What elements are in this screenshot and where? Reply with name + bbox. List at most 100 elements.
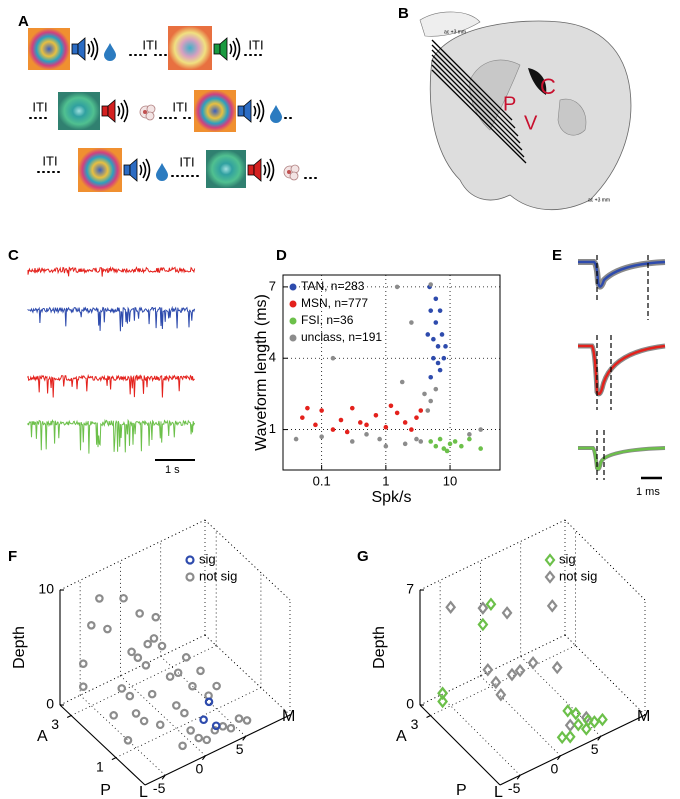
- data-point: [478, 427, 483, 432]
- data-point: [422, 391, 427, 397]
- waveform: [578, 446, 666, 471]
- data-point: [218, 722, 228, 731]
- data-point: [204, 697, 214, 707]
- legend-label: sig: [199, 551, 216, 566]
- data-point: [141, 661, 151, 670]
- scale-label: 1 ms: [636, 486, 660, 498]
- data-point: [349, 439, 355, 444]
- data-point: [428, 439, 434, 444]
- data-point: [485, 597, 497, 611]
- data-point: [437, 308, 443, 313]
- panel-label: A: [18, 13, 29, 30]
- data-point: [459, 443, 464, 449]
- data-point: [467, 436, 472, 442]
- stimulus-image: [194, 90, 236, 132]
- data-point: [409, 427, 414, 432]
- x-tick: [516, 774, 521, 780]
- legend-marker: [289, 300, 297, 308]
- data-point: [490, 675, 502, 690]
- water-drop: [156, 163, 168, 181]
- waveform-band: [578, 343, 666, 397]
- data-point: [188, 681, 197, 691]
- data-point: [437, 694, 449, 709]
- data-point: [151, 612, 161, 622]
- stimulus-image: [206, 150, 246, 188]
- data-point: [564, 718, 576, 733]
- legend-marker: [544, 553, 556, 567]
- data-point: [388, 403, 394, 409]
- data-point: [428, 374, 434, 380]
- data-point: [147, 689, 157, 699]
- data-point: [478, 446, 483, 451]
- data-point: [444, 448, 450, 454]
- data-point: [546, 599, 558, 613]
- stimulus-image: [58, 92, 100, 130]
- legend-label: FSI, n=36: [301, 313, 354, 327]
- axis-end-label: P: [456, 782, 467, 799]
- y-tick-label: 1: [96, 758, 104, 774]
- data-point: [443, 344, 448, 349]
- x-tick-label: -5: [508, 780, 521, 796]
- y-axis: [59, 704, 146, 786]
- data-point: [149, 634, 159, 643]
- data-point: [383, 424, 389, 430]
- data-point: [358, 420, 363, 425]
- data-point: [433, 320, 439, 325]
- waveform-band: [578, 259, 666, 290]
- data-point: [572, 717, 584, 732]
- panel-label: E: [552, 247, 562, 264]
- axis-end-label: M: [282, 708, 295, 725]
- scale-label: 1 s: [165, 464, 180, 476]
- data-point: [506, 667, 518, 682]
- grid-line: [439, 694, 521, 776]
- brain-region: [469, 59, 587, 136]
- data-point: [431, 336, 436, 342]
- legend-marker: [544, 570, 556, 584]
- data-point: [527, 655, 539, 670]
- data-point: [445, 600, 457, 614]
- data-point: [564, 730, 576, 744]
- panel-a: ITI ITI ITI ITI ITI ITI: [28, 26, 321, 192]
- x-tick-label: 5: [591, 741, 599, 757]
- data-point: [87, 621, 96, 630]
- data-point: [338, 417, 344, 423]
- panel-c: 1 s: [27, 265, 196, 476]
- axis-end-label: L: [139, 784, 148, 799]
- y-tick-label: 1: [269, 421, 276, 436]
- data-point: [441, 355, 447, 361]
- air-puff: [283, 164, 300, 181]
- x-tick-label: 1: [382, 473, 389, 488]
- data-point: [157, 641, 167, 651]
- grid-line: [204, 634, 291, 716]
- data-point: [78, 682, 88, 691]
- data-point: [425, 408, 431, 413]
- x-tick: [201, 755, 206, 761]
- data-point: [349, 405, 355, 411]
- data-point: [570, 706, 582, 721]
- data-point: [394, 284, 400, 290]
- y-axis-label: Waveform length (ms): [253, 294, 270, 451]
- x-tick-label: 10: [443, 473, 457, 488]
- data-point: [433, 386, 439, 392]
- z-axis-label: Depth: [371, 626, 388, 669]
- trace: [27, 265, 196, 277]
- z-tick-label: 7: [406, 581, 414, 597]
- data-point: [172, 701, 181, 710]
- box-edge: [204, 634, 291, 716]
- region-label: P: [503, 93, 516, 115]
- data-point: [319, 408, 324, 413]
- legend-label: not sig: [559, 568, 597, 583]
- x-axis-label: Spk/s: [371, 489, 411, 506]
- data-point: [377, 436, 382, 442]
- data-point: [580, 722, 592, 736]
- x-tick: [597, 736, 602, 741]
- data-point: [373, 413, 379, 418]
- data-point: [319, 434, 324, 440]
- data-point: [435, 360, 441, 366]
- trace: [27, 305, 196, 332]
- grid-line: [59, 634, 206, 706]
- speaker: [101, 99, 129, 123]
- data-point: [447, 441, 453, 447]
